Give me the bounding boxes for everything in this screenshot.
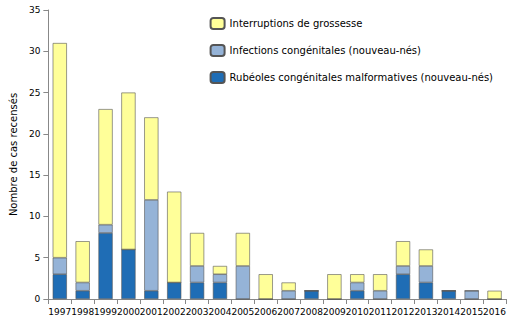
svg-text:1998: 1998 [71, 307, 94, 317]
svg-text:2013: 2013 [414, 307, 437, 317]
svg-text:Infections congénitales (nouve: Infections congénitales (nouveau-nés) [230, 45, 421, 56]
svg-text:2002: 2002 [163, 307, 186, 317]
svg-text:0: 0 [35, 294, 41, 304]
svg-text:2003: 2003 [186, 307, 209, 317]
svg-text:2016: 2016 [483, 307, 506, 317]
svg-text:2004: 2004 [209, 307, 232, 317]
svg-text:35: 35 [29, 5, 40, 15]
svg-text:Rubéoles congénitales malforma: Rubéoles congénitales malformatives (nou… [230, 72, 494, 83]
svg-text:2006: 2006 [254, 307, 277, 317]
svg-text:2008: 2008 [300, 307, 323, 317]
svg-text:1997: 1997 [48, 307, 71, 317]
svg-text:Nombre de cas recensés: Nombre de cas recensés [8, 93, 19, 216]
svg-text:Interruptions de grossesse: Interruptions de grossesse [230, 18, 363, 29]
svg-text:2015: 2015 [460, 307, 483, 317]
svg-text:15: 15 [29, 170, 40, 180]
svg-text:2010: 2010 [346, 307, 369, 317]
svg-text:2005: 2005 [231, 307, 254, 317]
svg-text:2001: 2001 [140, 307, 163, 317]
svg-text:2012: 2012 [392, 307, 415, 317]
svg-text:2009: 2009 [323, 307, 346, 317]
svg-text:1999: 1999 [94, 307, 117, 317]
svg-text:2014: 2014 [437, 307, 460, 317]
svg-text:5: 5 [35, 253, 41, 263]
svg-text:30: 30 [29, 46, 41, 56]
svg-text:2000: 2000 [117, 307, 140, 317]
svg-text:2011: 2011 [369, 307, 392, 317]
svg-text:20: 20 [29, 129, 41, 139]
svg-text:10: 10 [29, 211, 41, 221]
svg-text:25: 25 [29, 88, 40, 98]
svg-text:2007: 2007 [277, 307, 300, 317]
